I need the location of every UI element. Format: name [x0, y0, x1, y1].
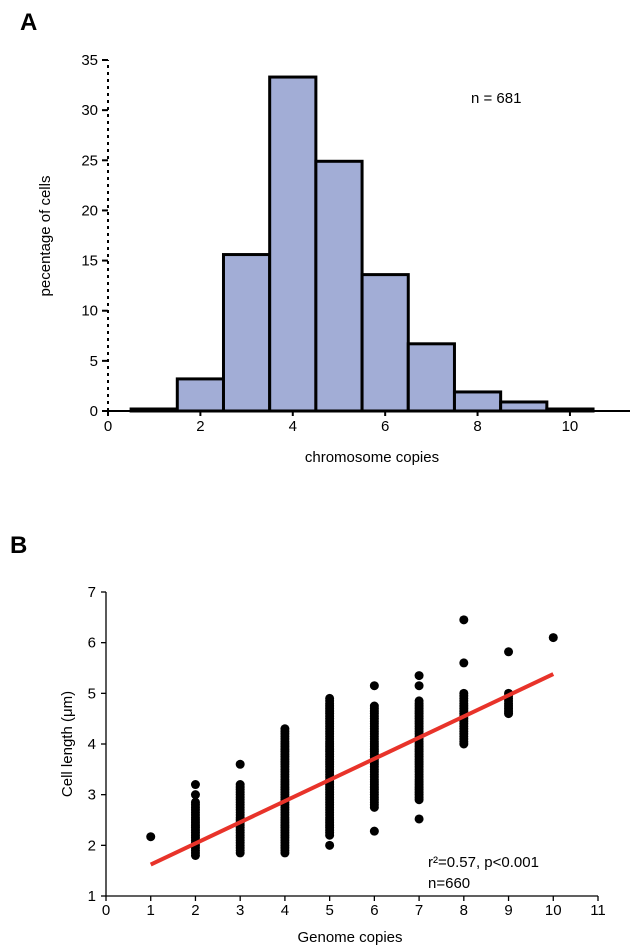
histogram-y-tick-label: 0 — [90, 403, 98, 420]
scatter-x-tick-label: 8 — [460, 902, 468, 919]
histogram-n-annotation: n = 681 — [471, 90, 521, 107]
scatter-x-tick-label: 7 — [415, 902, 423, 919]
histogram-bars — [129, 75, 595, 413]
histogram-y-axis-title: pecentage of cells — [37, 176, 54, 297]
scatter-y-tick-label: 6 — [88, 635, 96, 652]
histogram-y-tick-label: 20 — [81, 202, 98, 219]
scatter-point — [235, 759, 245, 769]
scatter-point — [414, 681, 424, 691]
scatter-points — [146, 615, 558, 860]
histogram-y-tick-label: 35 — [81, 52, 98, 69]
scatter-x-tick-label: 4 — [281, 902, 289, 919]
histogram-x-tick-label: 10 — [562, 418, 579, 435]
histogram-x-tick-label: 0 — [104, 418, 112, 435]
scatter-fit — [149, 672, 555, 867]
histogram-y-tick-label: 30 — [81, 102, 98, 119]
scatter-y-tick-label: 5 — [88, 685, 96, 702]
scatter-point — [369, 701, 379, 711]
scatter-x-tick-label: 9 — [504, 902, 512, 919]
scatter-stats-annotation: r²=0.57, p<0.001 — [428, 854, 539, 871]
scatter-point — [548, 633, 558, 643]
scatter-y-tick-label: 3 — [88, 787, 96, 804]
scatter-point — [190, 780, 200, 790]
scatter-point — [414, 671, 424, 681]
scatter-y-tick-label: 4 — [88, 736, 96, 753]
scatter-point — [190, 797, 200, 807]
scatter-point — [459, 658, 469, 668]
scatter-point — [414, 696, 424, 706]
histogram-x-tick-label: 2 — [196, 418, 204, 435]
histogram-bar — [314, 159, 364, 413]
scatter-x-tick-label: 1 — [147, 902, 155, 919]
histogram-bar — [221, 253, 272, 413]
scatter-y-tick-label: 7 — [88, 584, 96, 601]
scatter-n-annotation: n=660 — [428, 875, 470, 892]
scatter-point — [504, 647, 514, 657]
histogram-x-axis-title: chromosome copies — [305, 449, 439, 466]
scatter-y-axis-title: Cell length (μm) — [59, 691, 76, 797]
scatter-x-tick-label: 11 — [590, 902, 606, 919]
scatter-point — [459, 688, 469, 698]
histogram-tick-labels: 0 2 4 6 8 10 0 5 10 15 20 25 30 35 — [81, 52, 578, 435]
scatter-point — [459, 615, 469, 625]
panel-b-letter: B — [10, 532, 27, 559]
scatter-x-tick-label: 2 — [191, 902, 199, 919]
histogram-y-tick-label: 25 — [81, 152, 98, 169]
histogram-axes — [102, 59, 630, 416]
scatter-y-tick-label: 1 — [88, 888, 96, 905]
regression-line — [149, 672, 555, 867]
histogram-x-tick-label: 6 — [381, 418, 389, 435]
scatter-point — [369, 826, 379, 836]
scatter-x-tick-label: 0 — [102, 902, 110, 919]
scatter-point — [414, 814, 424, 824]
histogram-y-tick-label: 10 — [81, 303, 98, 320]
scatter-y-tick-label: 2 — [88, 837, 96, 854]
scatter-x-axis-title: Genome copies — [297, 929, 402, 945]
panel-a-letter: A — [20, 9, 37, 36]
scatter-axes — [101, 591, 599, 901]
scatter-point — [280, 724, 290, 734]
scatter-point — [325, 840, 335, 850]
histogram-x-tick-label: 8 — [473, 418, 481, 435]
scatter-x-tick-label: 3 — [236, 902, 244, 919]
histogram-y-tick-label: 5 — [90, 353, 98, 370]
scatter-point — [146, 832, 156, 842]
scatter-x-tick-label: 10 — [545, 902, 562, 919]
scatter-point — [190, 790, 200, 800]
histogram-y-tick-label: 15 — [81, 253, 98, 270]
histogram-bar — [175, 377, 225, 413]
scatter-point — [325, 693, 335, 703]
scatter-point — [369, 681, 379, 691]
histogram-bar — [499, 400, 549, 413]
scatter-point — [235, 780, 245, 790]
scatter-x-tick-label: 6 — [370, 902, 378, 919]
scatter-x-tick-label: 5 — [325, 902, 333, 919]
histogram-x-tick-label: 4 — [289, 418, 297, 435]
panel-a-histogram: A 0 2 4 6 8 10 0 5 10 15 20 25 30 35 chromosome copie… — [20, 9, 630, 466]
histogram-bar — [268, 75, 318, 413]
histogram-bar — [360, 273, 410, 413]
histogram-bar — [406, 342, 456, 413]
histogram-bar — [452, 390, 503, 413]
